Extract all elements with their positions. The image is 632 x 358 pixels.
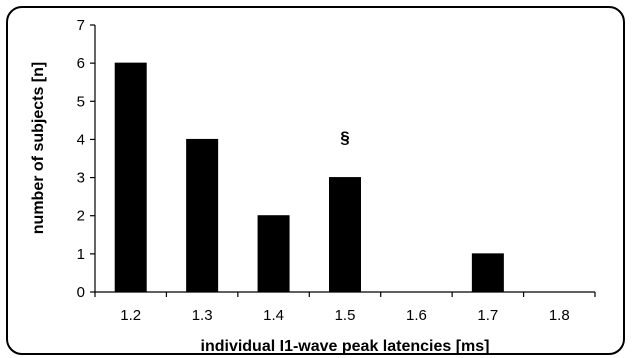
bar-1.3 — [186, 138, 219, 293]
y-tick-label: 4 — [77, 131, 85, 148]
annotation-section-mark: § — [340, 128, 349, 147]
x-tick-label: 1.2 — [120, 307, 141, 324]
x-tick-label: 1.3 — [192, 307, 213, 324]
y-axis: 0 1 2 3 4 5 6 7 — [77, 17, 96, 301]
bar-1.7 — [471, 253, 504, 293]
bar-1.4 — [257, 215, 290, 293]
bars — [114, 62, 504, 293]
chart-frame — [6, 6, 625, 355]
x-tick-label: 1.6 — [406, 307, 427, 324]
y-tick-label: 1 — [77, 246, 85, 263]
x-tick-label: 1.8 — [549, 307, 570, 324]
x-axis-title: individual I1-wave peak latencies [ms] — [201, 338, 490, 355]
y-tick-label: 3 — [77, 170, 85, 187]
y-tick-label: 7 — [77, 17, 85, 34]
x-tick-label: 1.7 — [477, 307, 498, 324]
bar-1.2 — [114, 62, 147, 293]
bar-1.5 — [329, 177, 361, 293]
y-tick-label: 5 — [77, 93, 85, 110]
y-tick-label: 6 — [77, 55, 85, 72]
annotations: § — [340, 128, 349, 147]
x-axis: 1.2 1.3 1.4 1.5 1.6 1.7 1.8 — [94, 291, 596, 324]
y-tick-label: 2 — [77, 208, 85, 225]
y-axis-title: number of subjects [n] — [30, 62, 47, 234]
x-tick-label: 1.4 — [263, 307, 284, 324]
x-tick-label: 1.5 — [335, 307, 356, 324]
y-tick-label: 0 — [77, 284, 85, 301]
